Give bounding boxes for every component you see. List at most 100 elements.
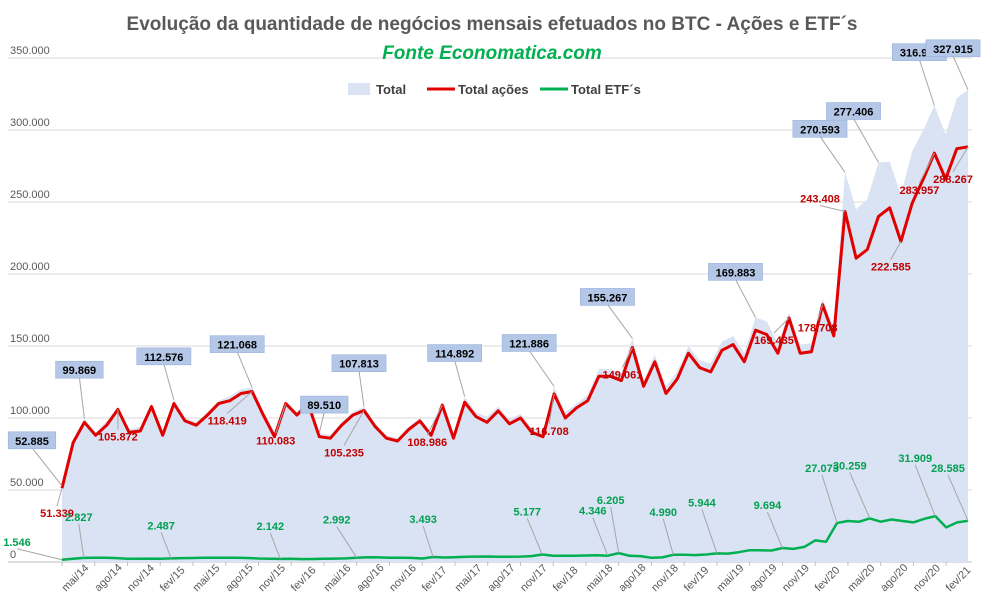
total-data-label: 99.869 xyxy=(63,365,97,377)
total-leader xyxy=(358,370,365,407)
acoes-leader xyxy=(817,304,824,321)
total-data-label: 121.886 xyxy=(509,338,549,350)
total-leader xyxy=(78,377,85,419)
x-tick-label: fev/21 xyxy=(944,564,974,594)
acoes-leader xyxy=(819,205,846,212)
etf-leader xyxy=(766,511,783,549)
acoes-data-label: 169.435 xyxy=(754,335,794,347)
acoes-leader xyxy=(226,391,253,414)
acoes-data-label: 243.408 xyxy=(800,193,840,205)
acoes-data-label: 283.957 xyxy=(900,185,940,197)
data-labels: 52.885 99.869 112.576 121.068 89.510 107.813 1… xyxy=(3,39,981,549)
total-data-label: 327.915 xyxy=(933,44,973,56)
etf-leader xyxy=(914,464,936,517)
total-leader xyxy=(528,350,555,387)
total-data-label: 121.068 xyxy=(217,340,257,352)
total-acoes-line xyxy=(60,145,969,489)
acoes-data-label: 222.585 xyxy=(871,261,911,273)
total-label-box xyxy=(708,263,763,281)
acoes-data-label: 178.708 xyxy=(798,323,838,335)
acoes-data-label: 118.419 xyxy=(208,415,247,427)
total-data-label: 155.267 xyxy=(588,292,628,304)
x-tick-label: nov/17 xyxy=(518,562,550,594)
x-tick-label: nov/20 xyxy=(911,562,943,594)
acoes-leader xyxy=(952,146,969,173)
total-label-box xyxy=(55,360,104,379)
total-label-box xyxy=(427,344,483,362)
etf-data-label: 30.259 xyxy=(833,460,867,472)
etf-data-label: 2.487 xyxy=(147,520,175,532)
etf-data-label: 6.205 xyxy=(597,495,625,507)
etf-leader xyxy=(16,548,63,561)
x-tick-label: ago/16 xyxy=(354,562,386,594)
etf-leader xyxy=(701,509,718,554)
total-label-box xyxy=(580,288,635,306)
x-tick-label: nov/16 xyxy=(387,562,419,594)
total-leader xyxy=(607,304,633,339)
x-tick-label: ago/19 xyxy=(747,562,779,594)
etf-leader xyxy=(849,472,871,519)
total-leader xyxy=(819,136,846,173)
y-tick-label: 0 xyxy=(10,549,16,561)
acoes-leader xyxy=(56,487,63,507)
acoes-data-label: 116.708 xyxy=(530,426,569,438)
x-tick-label: fev/15 xyxy=(158,564,188,594)
etf-leader xyxy=(662,518,674,555)
etf-leader xyxy=(821,474,838,524)
total-label-box xyxy=(331,354,387,372)
total-label-box xyxy=(792,120,848,138)
legend: Total Total ações Total ETF´s xyxy=(348,82,641,97)
total-data-label: 112.576 xyxy=(144,352,183,364)
acoes-leader xyxy=(890,241,902,260)
x-tick-label: mai/17 xyxy=(453,562,485,594)
acoes-leader xyxy=(548,393,555,425)
x-tick-label: fev/18 xyxy=(551,564,581,594)
etf-data-label: 2.142 xyxy=(257,521,285,533)
etf-leader xyxy=(269,532,281,560)
total-data-label: 169.883 xyxy=(716,267,756,279)
x-tick-label: mai/15 xyxy=(191,562,223,594)
total-data-label: 270.593 xyxy=(800,124,840,136)
etf-data-label: 3.493 xyxy=(409,514,437,526)
acoes-leader xyxy=(621,347,633,368)
y-tick-label: 50.000 xyxy=(10,477,44,489)
total-area xyxy=(62,89,968,563)
total-label-box xyxy=(925,39,981,58)
total-leader xyxy=(853,118,879,163)
x-tick-label: nov/19 xyxy=(780,562,812,594)
y-tick-label: 300.000 xyxy=(10,117,50,129)
leader-lines xyxy=(16,55,969,561)
acoes-data-label: 110.083 xyxy=(256,435,295,447)
etf-leader xyxy=(592,517,609,556)
x-tick-label: ago/15 xyxy=(223,562,255,594)
etf-leader xyxy=(78,523,85,559)
total-label-box xyxy=(209,335,265,353)
total-area-series xyxy=(62,89,968,563)
etf-leader xyxy=(610,506,620,554)
total-label-box xyxy=(7,431,57,450)
total-etf-line xyxy=(61,514,969,562)
total-label-box xyxy=(826,102,881,120)
acoes-data-label: 105.872 xyxy=(98,432,138,444)
total-leader xyxy=(454,360,466,397)
x-tick-label: nov/18 xyxy=(649,562,681,594)
total-leader xyxy=(236,351,253,388)
x-tick-label: fev/20 xyxy=(813,564,843,594)
total-label-box xyxy=(136,347,192,366)
x-tick-label: fev/19 xyxy=(682,564,712,594)
acoes-data-label: 108.986 xyxy=(407,437,447,449)
etf-leader xyxy=(947,474,969,522)
etf-data-label: 28.585 xyxy=(931,463,965,475)
etf-data-label: 5.944 xyxy=(688,497,716,509)
y-axis: 0 50.000 100.000 150.000 200.000 250.000 300.0… xyxy=(10,45,50,561)
x-tick-label: mai/18 xyxy=(584,562,616,594)
x-tick-label: mai/14 xyxy=(60,562,92,594)
total-data-label: 89.510 xyxy=(307,400,341,412)
etf-leader xyxy=(526,518,543,555)
acoes-leader xyxy=(426,404,443,436)
legend-entry: Total ações xyxy=(458,82,529,97)
etf-data-label: 27.073 xyxy=(805,463,839,475)
y-tick-label: 250.000 xyxy=(10,189,50,201)
total-leader xyxy=(918,59,935,106)
total-leader xyxy=(952,55,969,91)
